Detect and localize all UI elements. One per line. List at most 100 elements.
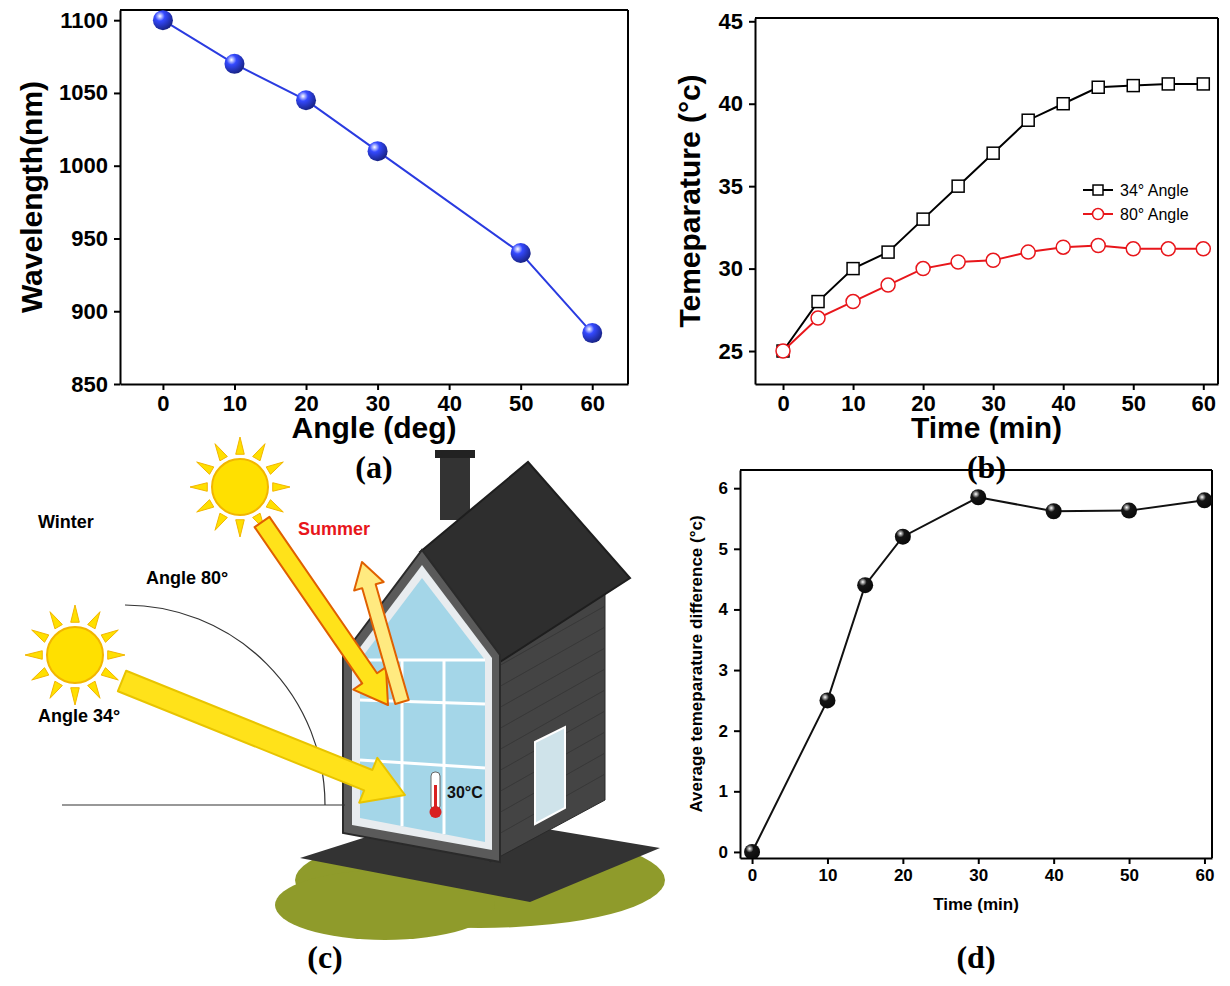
sun-ray bbox=[88, 612, 100, 629]
x-axis-line bbox=[756, 384, 1219, 386]
summer-label: Summer bbox=[298, 519, 370, 539]
y-tick-mark bbox=[749, 21, 755, 23]
sun-ray bbox=[50, 681, 62, 698]
y-tick: 40 bbox=[719, 91, 755, 116]
legend: 34° Angle 80° Angle bbox=[1083, 182, 1189, 223]
x-tick-label: 0 bbox=[157, 391, 169, 416]
data-point bbox=[1021, 245, 1035, 259]
thermometer-bulb bbox=[430, 806, 442, 818]
x-tick: 50 bbox=[1120, 858, 1139, 885]
sun-ray bbox=[101, 630, 118, 642]
y-tick-label: 45 bbox=[719, 9, 743, 34]
y-tick-label: 1100 bbox=[60, 8, 108, 33]
y-tick-label: 5 bbox=[719, 540, 728, 559]
y-axis: 850900950100010501100 bbox=[59, 8, 120, 397]
frame-right bbox=[1211, 470, 1213, 858]
sun-disc bbox=[47, 627, 103, 683]
x-axis: 0102030405060 bbox=[741, 858, 1215, 885]
x-tick-mark bbox=[1133, 384, 1135, 390]
window-mullion bbox=[360, 659, 485, 662]
data-point bbox=[882, 246, 894, 258]
y-axis-line bbox=[740, 471, 742, 859]
y-tick-label: 2 bbox=[719, 722, 728, 741]
x-tick: 50 bbox=[1122, 384, 1146, 416]
sun-ray bbox=[88, 681, 100, 698]
x-tick-mark bbox=[1204, 858, 1206, 864]
legend-symbol bbox=[1093, 209, 1104, 220]
legend-label: 34° Angle bbox=[1120, 182, 1189, 199]
y-tick-mark bbox=[114, 92, 120, 94]
y-tick: 45 bbox=[719, 9, 755, 34]
x-tick: 0 bbox=[157, 384, 169, 416]
y-tick-mark bbox=[114, 311, 120, 313]
y-tick-mark bbox=[114, 384, 120, 386]
x-tick-mark bbox=[1053, 858, 1055, 864]
data-point bbox=[296, 90, 316, 110]
x-tick-label: 40 bbox=[1045, 866, 1064, 885]
x-tick-label: 0 bbox=[777, 391, 789, 416]
sun bbox=[190, 437, 290, 537]
x-tick-mark bbox=[752, 858, 754, 864]
x-axis-line bbox=[121, 384, 629, 386]
y-tick-label: 40 bbox=[719, 91, 743, 116]
frame-right bbox=[627, 10, 629, 384]
data-point bbox=[1092, 81, 1104, 93]
sun-ray bbox=[25, 651, 42, 660]
chimney bbox=[440, 455, 470, 520]
plot-area bbox=[744, 489, 1212, 858]
data-point bbox=[857, 577, 873, 593]
sun-ray bbox=[236, 437, 245, 454]
data-point bbox=[1126, 242, 1140, 256]
y-tick: 1100 bbox=[60, 8, 120, 33]
y-axis: 2530354045 bbox=[719, 9, 756, 385]
data-point bbox=[952, 180, 964, 192]
y-axis-line bbox=[120, 11, 122, 385]
data-point bbox=[1022, 114, 1034, 126]
x-tick-mark bbox=[1063, 384, 1065, 390]
y-tick-label: 1 bbox=[719, 782, 728, 801]
sun-ray bbox=[266, 500, 283, 512]
data-point bbox=[368, 141, 388, 161]
x-tick: 0 bbox=[777, 384, 789, 416]
data-point bbox=[1127, 80, 1139, 92]
x-tick-label: 10 bbox=[819, 866, 838, 885]
data-point bbox=[1196, 492, 1212, 508]
x-tick-label: 50 bbox=[509, 391, 533, 416]
data-point bbox=[970, 489, 986, 505]
x-axis-title: Angle (deg) bbox=[292, 411, 457, 444]
y-tick-mark bbox=[734, 670, 740, 672]
y-tick-label: 1050 bbox=[59, 80, 108, 105]
sun-ray bbox=[273, 483, 290, 492]
sun bbox=[25, 605, 125, 705]
data-point bbox=[1057, 98, 1069, 110]
chart-panel: 0102030405060850900950100010501100Angle … bbox=[15, 8, 629, 485]
data-point bbox=[1161, 242, 1175, 256]
data-point bbox=[819, 692, 835, 708]
data-point bbox=[224, 54, 244, 74]
frame-right bbox=[1217, 18, 1219, 384]
y-axis: 0123456 bbox=[719, 471, 741, 862]
sun-ray bbox=[50, 612, 62, 629]
y-tick: 4 bbox=[719, 600, 740, 619]
door bbox=[535, 727, 565, 824]
data-point bbox=[1091, 239, 1105, 253]
y-tick-mark bbox=[749, 186, 755, 188]
data-point bbox=[1046, 503, 1062, 519]
data-point bbox=[917, 213, 929, 225]
y-tick-mark bbox=[734, 609, 740, 611]
y-tick-mark bbox=[734, 730, 740, 732]
y-tick-label: 4 bbox=[719, 600, 729, 619]
y-tick-mark bbox=[734, 791, 740, 793]
panel-label: (b) bbox=[967, 449, 1006, 485]
indoor-temperature: 30°C bbox=[447, 784, 483, 801]
x-tick-label: 10 bbox=[223, 391, 247, 416]
data-point bbox=[987, 147, 999, 159]
x-tick-mark bbox=[592, 384, 594, 390]
x-tick: 20 bbox=[894, 858, 913, 885]
x-tick-mark bbox=[923, 384, 925, 390]
legend-label: 80° Angle bbox=[1120, 206, 1189, 223]
y-tick-label: 6 bbox=[719, 479, 728, 498]
y-tick-mark bbox=[114, 165, 120, 167]
y-axis-title: Wavelength(nm) bbox=[15, 81, 48, 313]
chimney-cap bbox=[435, 450, 475, 458]
